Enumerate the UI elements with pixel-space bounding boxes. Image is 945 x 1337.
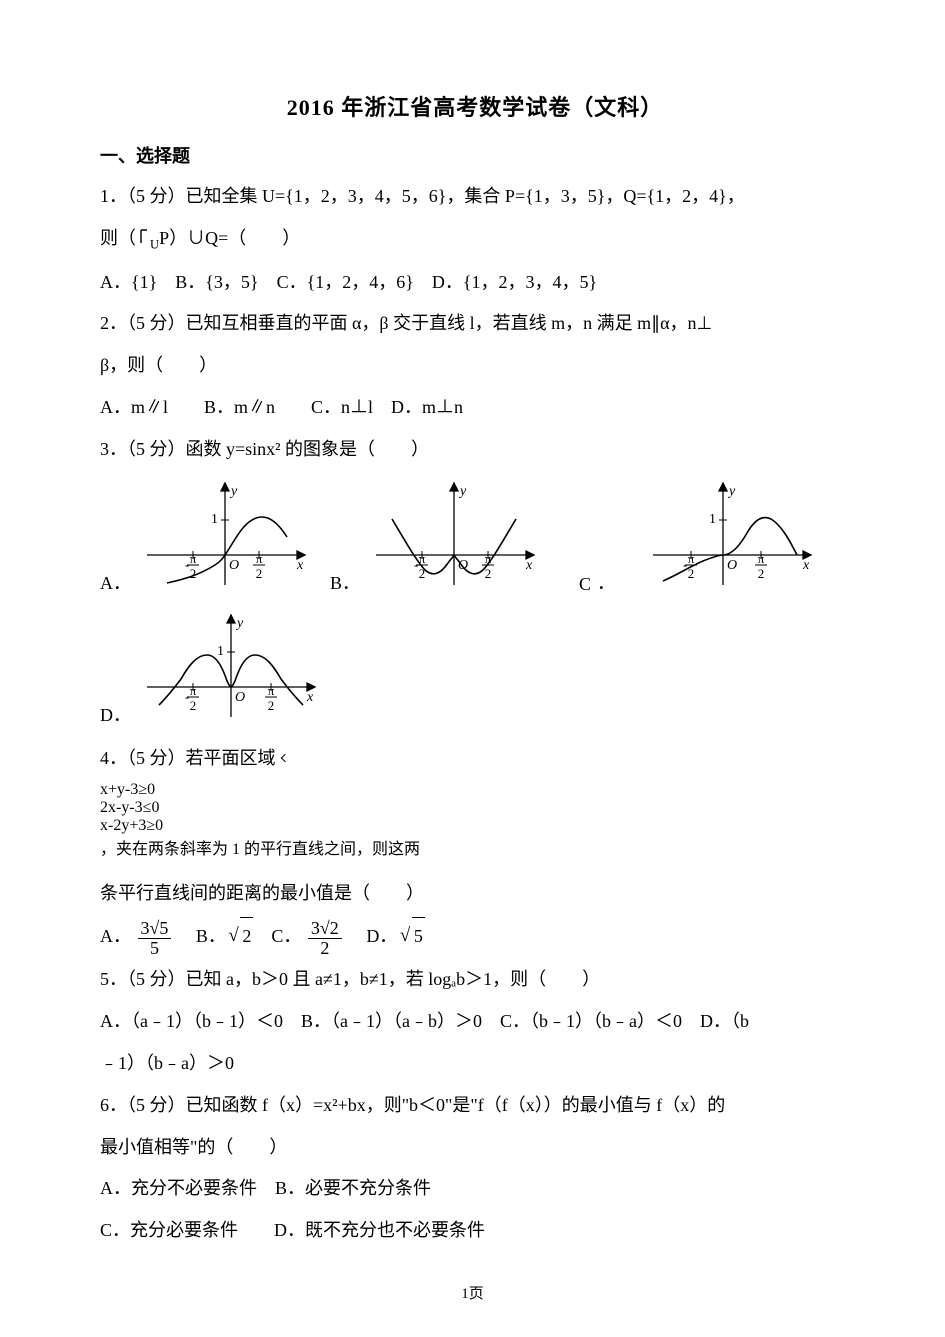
q4-prefix: 4．（5 分）若平面区域 — [100, 748, 276, 768]
q4-options: A． 3√5 5 B． 2 C． 3√2 2 D． 5 — [100, 917, 850, 957]
q1-line1: 1．（5 分）已知全集 U={1，2，3，4，5，6}，集合 P={1，3，5}… — [100, 178, 850, 216]
q4-C-num: 3√2 — [308, 919, 342, 939]
q4-C-label: C． — [271, 926, 301, 946]
q4-line2: 条平行直线间的距离的最小值是（ ） — [100, 875, 850, 913]
q4-D-label: D． — [366, 926, 397, 946]
q4-B-label: B． — [196, 926, 226, 946]
q3-stem: 3．（5 分）函数 y=sinx² 的图象是（ ） — [100, 431, 850, 469]
svg-text:x: x — [802, 558, 810, 573]
svg-text:2: 2 — [485, 566, 492, 581]
q4-D-val: 5 — [402, 917, 425, 956]
q2-options: A．m∥l B．m∥n C．n⊥l D．m⊥n — [100, 389, 850, 427]
svg-text:1: 1 — [217, 644, 224, 659]
q4-B-val: 2 — [230, 917, 253, 956]
svg-text:1: 1 — [709, 512, 716, 527]
q3-graph-D: y x O 1 - π 2 π 2 — [137, 607, 322, 727]
q3-option-D: D． y x O 1 - π 2 π — [100, 607, 322, 727]
complement-symbol — [136, 222, 150, 260]
q2-line1: 2．（5 分）已知互相垂直的平面 α，β 交于直线 l，若直线 m，n 满足 m… — [100, 305, 850, 343]
q5-opts-2: ﹣1）（b﹣a）＞0 — [100, 1045, 850, 1083]
q6-line2: 最小值相等"的（ ） — [100, 1129, 850, 1167]
svg-text:2: 2 — [190, 698, 197, 713]
q4-sys-3: x-2y+3≥0 — [100, 817, 850, 835]
q4-system — [286, 756, 301, 760]
q3-C-trailing: ． — [597, 569, 637, 595]
q3-B-label: B． — [330, 569, 360, 595]
svg-text:2: 2 — [190, 566, 197, 581]
complement-sub: U — [150, 237, 159, 251]
q4-A-frac: 3√5 5 — [136, 919, 174, 958]
q4-sys-1: x+y-3≥0 — [100, 781, 850, 799]
svg-text:O: O — [235, 690, 245, 705]
svg-text:O: O — [727, 558, 737, 573]
q1-options: A．{1} B．{3，5} C．{1，2，4，6} D．{1，2，3，4，5} — [100, 264, 850, 302]
svg-text:2: 2 — [758, 566, 765, 581]
svg-text:x: x — [306, 690, 314, 705]
page-number: 1页 — [0, 1282, 945, 1303]
q4-suffix: ，夹在两条斜率为 1 的平行直线之间，则这两 — [100, 841, 420, 858]
q4-A-label: A． — [100, 926, 131, 946]
q6-opts-2: C．充分必要条件 D．既不充分也不必要条件 — [100, 1212, 850, 1250]
q1-line2: 则（ UP）∪Q=（ ） — [100, 220, 850, 260]
q3-options-row-2: D． y x O 1 - π 2 π — [100, 607, 850, 727]
q5-opts-1: A．（a﹣1）（b﹣1）＜0 B．（a﹣1）（a﹣b）＞0 C．（b﹣1）（b﹣… — [100, 1003, 850, 1041]
svg-text:y: y — [458, 484, 467, 499]
q2-line2: β，则（ ） — [100, 347, 850, 385]
q6-opts-1: A．充分不必要条件 B．必要不充分条件 — [100, 1170, 850, 1208]
svg-text:O: O — [229, 558, 239, 573]
svg-text:y: y — [229, 484, 238, 499]
q4-sys-2: 2x-y-3≤0 — [100, 799, 850, 817]
q3-graph-B: y x O - π 2 π 2 — [366, 475, 541, 595]
q1-l2-prefix: 则（ — [100, 228, 136, 248]
svg-text:y: y — [727, 484, 736, 499]
q3-D-label: D． — [100, 701, 131, 727]
q3-graph-C: y x O 1 - π 2 π 2 — [643, 475, 818, 595]
q4-C-den: 2 — [308, 939, 342, 958]
q3-A-label: A． — [100, 569, 131, 595]
exam-page: 2016 年浙江省高考数学试卷（文科） 一、选择题 1．（5 分）已知全集 U=… — [0, 0, 945, 1337]
q6-line1: 6．（5 分）已知函数 f（x）=x²+bx，则"b＜0"是"f（f（x））的最… — [100, 1087, 850, 1125]
svg-text:1: 1 — [211, 512, 218, 527]
q5-stem: 5．（5 分）已知 a，b＞0 且 a≠1，b≠1，若 logₐb＞1，则（ ） — [100, 961, 850, 999]
q4-line1: 4．（5 分）若平面区域 — [100, 739, 850, 778]
q3-option-C: C ． y x O 1 - π 2 π — [579, 475, 818, 595]
q4-A-den: 5 — [138, 939, 172, 958]
q4-C-frac: 3√2 2 — [306, 919, 344, 958]
q1-l2-suffix: P）∪Q=（ ） — [159, 228, 300, 248]
svg-text:x: x — [296, 558, 304, 573]
svg-text:y: y — [235, 616, 244, 631]
q3-options-row-1: A． y x O 1 - π 2 π — [100, 475, 850, 595]
q3-option-B: B． y x O - π 2 π 2 — [330, 475, 541, 595]
svg-text:x: x — [525, 558, 533, 573]
page-title: 2016 年浙江省高考数学试卷（文科） — [100, 90, 850, 122]
q4-A-num: 3√5 — [138, 919, 172, 939]
q3-option-A: A． y x O 1 - π 2 π — [100, 475, 312, 595]
q3-graph-A: y x O 1 - π 2 π 2 — [137, 475, 312, 595]
q3-C-label: C — [579, 574, 591, 595]
svg-text:2: 2 — [256, 566, 263, 581]
svg-text:2: 2 — [268, 698, 275, 713]
section-heading: 一、选择题 — [100, 142, 850, 168]
